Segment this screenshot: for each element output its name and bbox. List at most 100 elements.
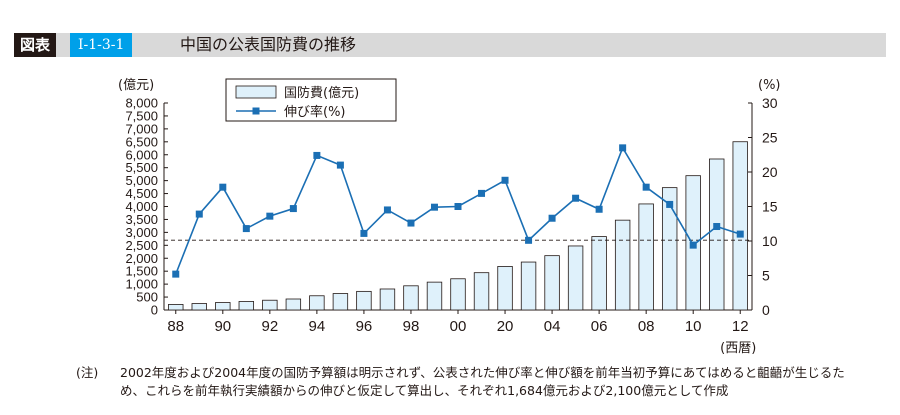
left-tick-label: 7,500 bbox=[125, 108, 158, 123]
growth-rate-point bbox=[666, 200, 674, 208]
x-tick-label: 88 bbox=[167, 318, 184, 335]
left-tick-label: 5,000 bbox=[125, 173, 158, 188]
left-tick-label: 6,000 bbox=[125, 147, 158, 162]
growth-rate-point bbox=[289, 205, 297, 213]
growth-rate-point bbox=[360, 229, 368, 237]
defense-budget-bar bbox=[356, 290, 372, 311]
left-tick-label: 8,000 bbox=[125, 96, 158, 111]
growth-rate-point bbox=[219, 183, 227, 191]
growth-rate-point bbox=[478, 189, 486, 197]
growth-rate-line bbox=[175, 146, 741, 275]
left-tick-label: 3,000 bbox=[125, 225, 158, 240]
x-tick-label: 90 bbox=[214, 318, 231, 335]
defense-budget-bar bbox=[426, 281, 443, 311]
growth-rate-point bbox=[619, 144, 627, 152]
legend-bar-label: 国防費(億元) bbox=[284, 85, 359, 101]
growth-rate-point bbox=[383, 206, 391, 214]
x-tick-label: 96 bbox=[356, 318, 373, 335]
defense-budget-bar bbox=[262, 299, 278, 311]
defense-budget-bar bbox=[544, 255, 560, 311]
x-tick-label: 08 bbox=[638, 318, 655, 335]
right-axis-unit: (%) bbox=[758, 78, 781, 93]
left-tick-label: 4,000 bbox=[125, 199, 158, 214]
growth-rate-point bbox=[313, 151, 321, 159]
defense-budget-chart: 05001,0001,5002,0002,5003,0003,5004,0004… bbox=[118, 77, 781, 356]
left-tick-label: 2,000 bbox=[125, 251, 158, 266]
figure-header: 図表 Ⅰ-1-3-1 中国の公表国防費の推移 bbox=[14, 33, 886, 57]
defense-budget-bar bbox=[497, 266, 513, 311]
growth-rate-point bbox=[501, 176, 509, 184]
growth-rate-point bbox=[195, 210, 203, 218]
left-tick-label: 1,500 bbox=[125, 264, 158, 279]
defense-budget-bar bbox=[614, 219, 631, 311]
left-tick-label: 500 bbox=[136, 290, 158, 305]
growth-rate-point bbox=[572, 194, 580, 202]
defense-budget-bar bbox=[238, 301, 255, 311]
right-tick-label: 20 bbox=[762, 164, 778, 180]
growth-rate-point bbox=[525, 236, 533, 244]
growth-rate-point bbox=[407, 219, 415, 227]
defense-budget-bar bbox=[661, 187, 678, 311]
defense-budget-bar bbox=[638, 203, 654, 311]
left-tick-label: 6,500 bbox=[125, 134, 158, 149]
growth-rate-point bbox=[595, 205, 603, 213]
growth-rate-point bbox=[642, 183, 650, 191]
x-tick-label: 06 bbox=[591, 318, 608, 335]
growth-rate-point bbox=[689, 241, 697, 249]
x-tick-label: 12 bbox=[732, 318, 749, 335]
legend-line-marker bbox=[252, 107, 260, 115]
defense-budget-bar bbox=[567, 245, 584, 311]
growth-rate-point bbox=[713, 223, 721, 231]
defense-budget-bar bbox=[473, 272, 490, 311]
left-tick-label: 7,000 bbox=[125, 121, 158, 136]
figure-number: Ⅰ-1-3-1 bbox=[70, 33, 133, 57]
left-tick-label: 5,500 bbox=[125, 160, 158, 175]
defense-budget-bar bbox=[591, 236, 607, 311]
defense-budget-bar bbox=[309, 295, 325, 311]
left-tick-label: 2,500 bbox=[125, 238, 158, 253]
defense-budget-bar bbox=[285, 298, 302, 311]
footnote-text: 2002年度および2004年度の国防予算額は明示されず、公表された伸び率と伸び額… bbox=[120, 365, 845, 398]
figure-title: 中国の公表国防費の推移 bbox=[180, 35, 357, 54]
left-tick-label: 4,500 bbox=[125, 186, 158, 201]
defense-budget-bar bbox=[379, 288, 396, 311]
left-tick-label: 0 bbox=[151, 303, 158, 318]
x-tick-label: 04 bbox=[544, 318, 561, 335]
defense-budget-bar bbox=[732, 141, 748, 311]
defense-budget-bar bbox=[215, 302, 231, 311]
growth-rate-point bbox=[548, 214, 556, 222]
legend-line-label: 伸び率(%) bbox=[284, 104, 346, 120]
right-tick-label: 25 bbox=[762, 130, 778, 146]
defense-budget-bar bbox=[403, 285, 419, 311]
right-tick-label: 0 bbox=[762, 302, 770, 318]
x-tick-label: 94 bbox=[309, 318, 326, 335]
right-tick-label: 5 bbox=[762, 268, 770, 284]
growth-rate-point bbox=[454, 203, 462, 210]
legend-bar-swatch bbox=[235, 85, 277, 99]
x-tick-label: 98 bbox=[403, 318, 420, 335]
x-tick-label: 00 bbox=[450, 318, 467, 335]
left-tick-label: 3,500 bbox=[125, 212, 158, 227]
x-tick-label: 10 bbox=[685, 318, 702, 335]
defense-budget-bar bbox=[709, 158, 725, 311]
defense-budget-bar bbox=[332, 293, 349, 311]
x-tick-label: 92 bbox=[261, 318, 278, 335]
footnote-label: (注) bbox=[76, 365, 99, 380]
figure-tag: 図表 bbox=[14, 33, 57, 57]
right-tick-label: 10 bbox=[762, 233, 778, 249]
defense-budget-bar bbox=[450, 278, 466, 311]
growth-rate-point bbox=[266, 212, 274, 220]
right-tick-label: 30 bbox=[762, 95, 778, 111]
left-axis-unit: (億元) bbox=[118, 77, 154, 93]
growth-rate-point bbox=[430, 203, 438, 211]
x-tick-label: 20 bbox=[497, 318, 514, 335]
right-tick-label: 15 bbox=[762, 199, 778, 215]
growth-rate-point bbox=[736, 230, 744, 238]
defense-budget-bar bbox=[191, 303, 207, 311]
growth-rate-point bbox=[336, 161, 344, 169]
left-tick-label: 1,000 bbox=[125, 277, 158, 292]
growth-rate-point bbox=[242, 225, 250, 233]
defense-budget-bar bbox=[168, 304, 184, 311]
growth-rate-point bbox=[172, 270, 180, 278]
x-axis-label: (西暦) bbox=[720, 341, 756, 356]
